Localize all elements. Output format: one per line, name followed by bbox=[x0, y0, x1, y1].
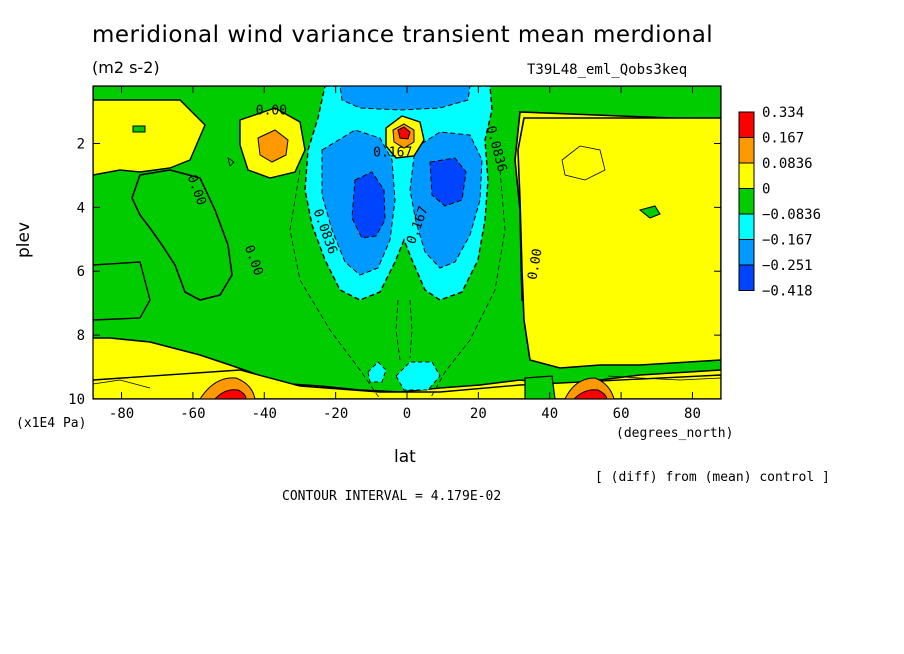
region-green-bottom-patch bbox=[524, 375, 556, 399]
run-name: T39L48_eml_Qobs3keq bbox=[527, 62, 688, 78]
chart-title: meridional wind variance transient mean … bbox=[92, 22, 714, 48]
legend-level-label: −0.418 bbox=[762, 284, 813, 300]
x-axis-label: lat bbox=[394, 447, 416, 467]
y-tick-label: 4 bbox=[77, 200, 85, 216]
y-tick-label: 2 bbox=[77, 136, 85, 152]
region-green-small-rect bbox=[132, 125, 146, 133]
contour-label: 0.167 bbox=[373, 145, 412, 160]
chart-units: (m2 s-2) bbox=[92, 58, 160, 77]
legend-swatch bbox=[738, 213, 755, 240]
legend-swatch bbox=[738, 111, 755, 138]
region-red-bottom-left bbox=[214, 389, 247, 399]
region-red-bottom-right bbox=[573, 389, 608, 399]
x-tick-label: -40 bbox=[252, 406, 277, 422]
legend-swatch bbox=[738, 239, 755, 266]
legend-level-label: 0.334 bbox=[762, 105, 804, 121]
region-red-center bbox=[397, 126, 411, 140]
y-axis-units: (x1E4 Pa) bbox=[16, 416, 87, 431]
x-tick-label: 60 bbox=[613, 406, 630, 422]
region-cyan-bottom-left bbox=[367, 361, 387, 383]
y-axis-label: plev bbox=[14, 221, 34, 258]
x-tick-label: -20 bbox=[323, 406, 348, 422]
legend-level-label: −0.0836 bbox=[762, 207, 821, 223]
contour-line-dashed-1 bbox=[289, 169, 381, 399]
contour-label: 0.00 bbox=[525, 248, 545, 281]
x-axis-units: (degrees_north) bbox=[616, 426, 734, 441]
region-darkblue-right bbox=[429, 157, 467, 207]
contour-label: 0.00 bbox=[256, 104, 287, 119]
legend-level-label: 0 bbox=[762, 182, 770, 198]
contour-line-solid-2 bbox=[607, 375, 721, 381]
legend-swatch bbox=[738, 264, 755, 291]
contour-line-dashed-4 bbox=[409, 299, 413, 359]
region-yellow-right bbox=[517, 117, 721, 369]
x-tick-label: 40 bbox=[541, 406, 558, 422]
region-cyan-bottom-center bbox=[395, 361, 441, 391]
colorbar-legend: 0.334 0.167 0.0836 0 −0.0836 −0.167 −0.251 −0.4… bbox=[738, 105, 821, 300]
x-tick-label: 20 bbox=[470, 406, 487, 422]
region-yellow-upper-left bbox=[93, 99, 206, 176]
region-darkblue-left bbox=[351, 171, 386, 239]
region-green-left-upper bbox=[131, 169, 233, 301]
legend-swatch bbox=[738, 162, 755, 189]
legend-level-label: −0.167 bbox=[762, 233, 813, 249]
contour-interval: CONTOUR INTERVAL = 4.179E-02 bbox=[282, 489, 502, 504]
x-tick-label: 80 bbox=[684, 406, 701, 422]
y-tick-label: 6 bbox=[77, 264, 85, 280]
x-tick-label: -60 bbox=[180, 406, 205, 422]
contour-field bbox=[93, 86, 721, 399]
contour-line-dashed-3 bbox=[395, 299, 401, 361]
x-tick-label: 0 bbox=[403, 406, 411, 422]
diff-note: [ (diff) from (mean) control ] bbox=[595, 470, 830, 485]
axis-ticks: -80 -60 -40 -20 0 20 40 60 80 2 4 6 8 10 bbox=[68, 86, 721, 422]
contour-line-solid-3 bbox=[93, 379, 151, 389]
x-tick-label: -80 bbox=[109, 406, 134, 422]
contour-line-dashed-2 bbox=[429, 169, 506, 399]
y-tick-label: 10 bbox=[68, 392, 85, 408]
legend-level-label: −0.251 bbox=[762, 258, 813, 274]
legend-level-label: 0.167 bbox=[762, 131, 804, 147]
contour-line-solid-4 bbox=[227, 157, 235, 167]
region-blue-top bbox=[339, 86, 471, 111]
region-orange-blob bbox=[257, 129, 289, 163]
region-green-left-strip bbox=[93, 261, 151, 321]
contour-line-solid-1 bbox=[561, 145, 606, 181]
legend-swatch bbox=[738, 188, 755, 215]
legend-level-label: 0.0836 bbox=[762, 156, 813, 172]
y-tick-label: 8 bbox=[77, 328, 85, 344]
legend-swatch bbox=[738, 137, 755, 164]
region-green-right-dot bbox=[638, 205, 661, 219]
